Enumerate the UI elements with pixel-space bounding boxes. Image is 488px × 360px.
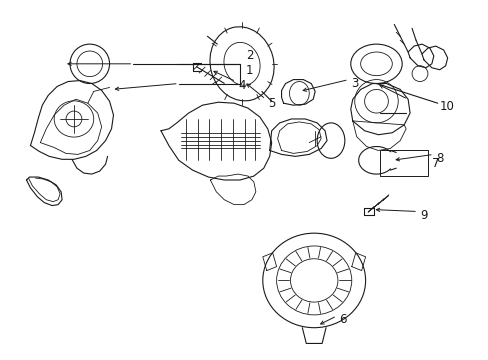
Text: 2: 2 [245,49,253,62]
Text: 9: 9 [419,209,427,222]
Bar [379,150,427,176]
Text: 1: 1 [245,64,253,77]
Text: 8: 8 [435,152,442,165]
Text: 6: 6 [338,313,346,326]
Text: 5: 5 [267,97,275,110]
Text: 7: 7 [431,157,439,170]
Text: 10: 10 [439,100,454,113]
Text: 3: 3 [350,77,357,90]
Text: 4: 4 [238,79,245,92]
